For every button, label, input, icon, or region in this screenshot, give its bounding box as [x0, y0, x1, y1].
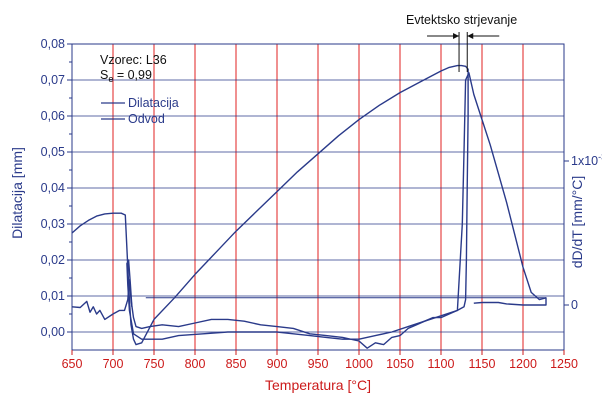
eutectic-arrowhead-right: [467, 33, 474, 39]
ticks-layer: 650 700 750 800 850 900 950 1000 1050 1100 1150 120…: [41, 37, 602, 371]
x-tick-label: 900: [267, 357, 288, 371]
x-tick-label: 950: [308, 357, 329, 371]
y-tick-label: 0,07: [41, 73, 65, 87]
y-tick-label: 0,03: [41, 217, 65, 231]
se-label-sub: e: [108, 74, 113, 84]
y2-tick-label: 0: [571, 298, 578, 312]
x-tick-label: 1050: [386, 357, 414, 371]
x-tick-label: 1000: [345, 357, 373, 371]
y-tick-label: 0,02: [41, 253, 65, 267]
y-tick-label: 0,08: [41, 37, 65, 51]
se-label-value: = 0,99: [113, 68, 152, 82]
x-tick-label: 1200: [509, 357, 537, 371]
se-label-main: S: [100, 68, 108, 82]
series-layer: [71, 64, 547, 349]
eutectic-annotation: Evtektsko strjevanje: [406, 13, 517, 27]
x-tick-label: 1150: [469, 357, 496, 371]
y2-tick-label: 1x10-3: [571, 152, 602, 168]
x-tick-label: 700: [103, 357, 124, 371]
y2-tick-label-main: 1x10: [571, 154, 598, 168]
y-tick-label: 0,01: [41, 289, 65, 303]
y2-axis-title: dD/dT [mm/°C]: [569, 176, 585, 268]
eutectic-arrowhead-left: [453, 33, 460, 39]
legend-label-dilatacija: Dilatacija: [128, 96, 179, 110]
y-axis-title: Dilatacija [mm]: [9, 147, 25, 239]
x-tick-label: 1100: [428, 357, 455, 371]
y-tick-label: 0,04: [41, 181, 65, 195]
sample-label: Vzorec: L36: [100, 53, 167, 67]
y-tick-label: 0,00: [41, 325, 65, 339]
x-tick-label: 750: [144, 357, 165, 371]
y2-tick-label-main: 0: [571, 298, 578, 312]
eutectic-range-marker: [427, 32, 500, 72]
x-axis-title: Temperatura [°C]: [265, 377, 371, 393]
x-tick-label: 1250: [550, 357, 578, 371]
y-tick-label: 0,05: [41, 145, 65, 159]
legend-label-odvod: Odvod: [128, 112, 165, 126]
y2-tick-label-sup: -3: [598, 152, 602, 162]
x-tick-label: 850: [226, 357, 247, 371]
legend: Dilatacija Odvod: [101, 96, 179, 126]
se-label: Se = 0,99: [100, 68, 152, 84]
x-tick-label: 650: [62, 357, 83, 371]
x-tick-label: 800: [185, 357, 206, 371]
series-line-odvod: [71, 72, 547, 349]
series-line-dilatacija: [71, 64, 469, 346]
y-tick-label: 0,06: [41, 109, 65, 123]
